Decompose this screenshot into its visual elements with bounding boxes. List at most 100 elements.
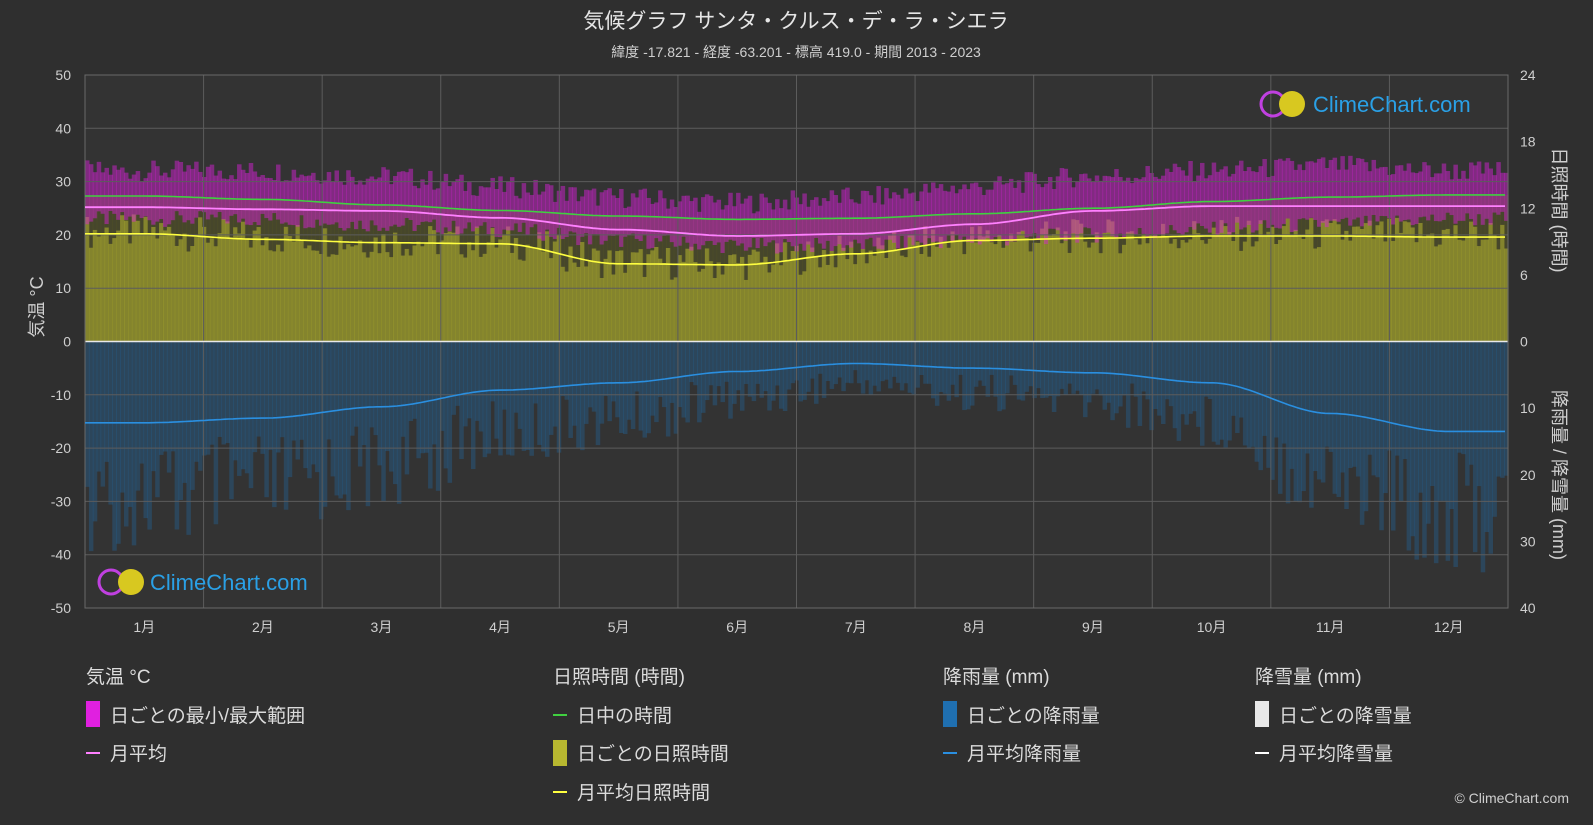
temp-range-day-bar [938,184,944,249]
rain-day-bar [447,341,453,483]
rain-day-bar [190,341,195,490]
temp-range-day-bar [1410,172,1416,226]
rain-day-bar [1285,341,1291,504]
rain-day-bar [248,341,254,489]
rain-day-bar [564,341,570,400]
rain-day-bar [408,341,414,421]
rain-day-bar [1430,341,1435,487]
rain-day-bar [1262,341,1267,436]
rain-day-bar [587,341,593,408]
rain-day-bar [1453,341,1458,567]
sunshine-day-bar [623,272,628,342]
temp-range-day-bar [973,182,979,239]
sunshine-day-bar [989,242,994,342]
sunshine-day-bar [1238,250,1244,342]
rain-day-bar [400,341,406,437]
rain-day-bar [166,341,172,473]
temp-range-day-bar [919,191,924,243]
temp-range-day-bar [743,198,749,251]
sunshine-day-bar [568,246,573,342]
rain-day-bar [1098,341,1104,396]
sunshine-day-bar [354,245,359,342]
sunshine-day-bar [1094,232,1100,342]
sunshine-day-bar [1122,244,1127,342]
temp-range-day-bar [1492,175,1497,213]
temp-range-day-bar [1118,177,1123,234]
sunshine-day-bar [716,262,722,342]
temp-range-day-bar [1055,176,1061,231]
sunshine-day-bar [1289,236,1295,342]
rain-day-bar [552,341,558,427]
sunshine-day-bar [424,243,429,342]
rain-day-bar [1125,341,1131,428]
temp-range-day-bar [229,175,234,216]
sunshine-day-bar [548,258,554,342]
sunshine-day-bar [1367,220,1373,342]
rain-day-bar [907,341,913,393]
rain-day-bar [416,341,421,459]
sunshine-day-bar [849,241,854,342]
rain-day-bar [704,341,710,401]
temp-range-day-bar [1262,159,1267,221]
temp-range-day-bar [915,201,920,241]
temp-range-day-bar [962,184,967,237]
sunshine-day-bar [1430,233,1435,342]
temp-range-day-bar [131,174,137,222]
temp-range-day-bar [1476,161,1482,215]
sunshine-day-bar [584,266,589,342]
sunshine-day-bar [123,220,129,342]
sunshine-day-bar [607,250,612,342]
temp-range-day-bar [272,179,277,214]
sunshine-day-bar [658,258,663,342]
temp-range-day-bar [205,166,211,220]
rain-day-bar [1215,341,1221,445]
rain-day-bar [1110,341,1115,421]
rain-day-bar [517,341,523,429]
legend-sunshine-heading: 日照時間 (時間) [553,666,685,688]
rain-day-bar [786,341,792,390]
rain-day-bar [322,341,328,507]
rain-day-bar [1359,341,1365,525]
sunshine-day-bar [237,233,242,342]
rain-day-bar [572,341,577,426]
sunshine-day-bar [478,256,484,342]
sunshine-day-bar [1316,247,1322,342]
temp-range-day-bar [1067,177,1072,239]
temp-range-day-bar [630,193,636,234]
sunshine-day-bar [1297,237,1302,342]
rain-day-bar [1441,341,1447,501]
sunshine-day-bar [751,249,757,342]
rain-day-bar [509,341,515,456]
rain-day-bar [1227,341,1232,441]
sunshine-day-bar [985,230,991,342]
sunshine-day-bar [447,231,453,342]
temp-range-day-bar [194,161,199,218]
rain-day-bar [1328,341,1334,452]
temp-range-day-bar [112,165,117,214]
sunshine-day-bar [474,226,480,342]
temp-range-day-bar [833,195,839,247]
sunshine-day-bar [1340,239,1345,342]
sunshine-day-bar [993,244,998,342]
rain-day-bar [217,341,223,437]
sunshine-day-bar [1391,241,1396,342]
rain-day-bar [100,341,106,487]
rain-day-bar [966,341,971,410]
right-top-tick-label: 12 [1520,200,1536,216]
sunshine-day-bar [771,264,776,342]
rain-day-bar [973,341,979,387]
sunshine-day-bar [529,246,534,342]
temp-range-day-bar [739,203,745,244]
sunshine-day-bar [1363,223,1369,342]
sunshine-day-bar [1114,236,1119,342]
temp-range-day-bar [634,197,640,239]
sunshine-day-bar [1207,238,1213,342]
sunshine-day-bar [1480,239,1486,342]
sunshine-day-bar [1406,222,1412,342]
sunshine-day-bar [552,241,558,342]
sunshine-day-bar [225,221,230,342]
sunshine-day-bar [272,251,277,342]
sunshine-day-bar [700,268,706,342]
sunshine-day-bar [1036,242,1041,342]
